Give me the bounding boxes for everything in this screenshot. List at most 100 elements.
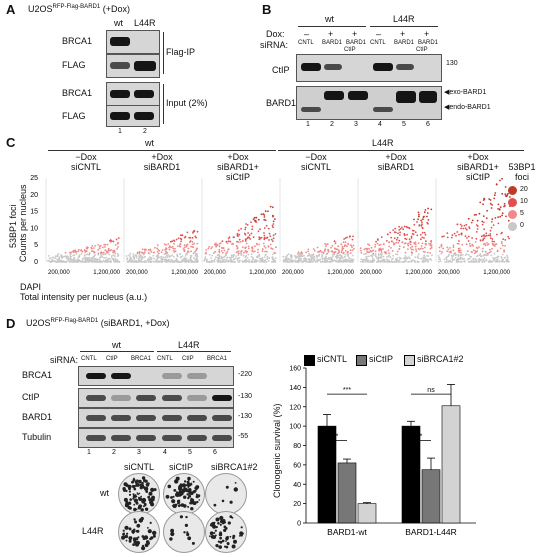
colony [240, 534, 243, 537]
band [396, 91, 416, 103]
scatter-point [388, 261, 391, 263]
scatter-point [399, 257, 402, 260]
scatter-point [245, 223, 247, 225]
colony [184, 523, 188, 527]
scatter-point [349, 249, 352, 252]
dish-row-label: wt [100, 488, 109, 498]
scatter-point [236, 232, 239, 235]
scatter-point [396, 253, 399, 256]
scatter-point [236, 251, 239, 253]
scatter-point [267, 260, 270, 262]
ytick-label: 20 [30, 192, 38, 199]
scatter-point [251, 260, 254, 263]
scatter-point [376, 238, 379, 240]
scatter-point [191, 236, 194, 239]
colony [219, 540, 223, 544]
colony [209, 535, 211, 537]
scatter-point [392, 254, 394, 257]
scatter-point [135, 261, 138, 263]
dox-value: + [328, 29, 334, 39]
scatter-point [165, 261, 167, 263]
legend-dot [508, 186, 517, 195]
scatter-point [500, 240, 503, 243]
scatter-point [287, 253, 290, 255]
y-tick-label: 80 [293, 443, 301, 450]
scatter-point [190, 250, 193, 253]
scatter-point [150, 261, 153, 263]
scatter-point [420, 245, 423, 247]
scatter-point [207, 247, 210, 250]
scatter-point [169, 255, 172, 258]
colony [175, 491, 178, 494]
colony-dish [205, 473, 247, 515]
colony [195, 485, 200, 489]
scatter-point [462, 258, 464, 261]
scatter-point [342, 260, 345, 262]
scatter-point [382, 258, 384, 261]
scatter-point [65, 255, 68, 258]
scatter-point [448, 253, 450, 256]
colony [188, 494, 192, 498]
colony [192, 480, 195, 483]
colony [122, 487, 126, 491]
colony [133, 518, 136, 521]
scatter-point [416, 256, 419, 259]
colony [150, 502, 155, 507]
scatter-point [235, 255, 238, 257]
scatter-point [224, 254, 227, 256]
scatter-point [295, 255, 297, 258]
scatter-point [130, 260, 133, 263]
scatter-point [195, 258, 198, 260]
underline-wt [298, 26, 366, 27]
scatter-point [479, 253, 482, 256]
scatter-point [484, 235, 486, 238]
scatter-point [489, 229, 492, 232]
scatter-point [402, 228, 405, 231]
colony [152, 530, 157, 536]
cell-line-suffix: (+Dox) [100, 4, 130, 14]
scatter-point [76, 258, 79, 261]
scatter-point [457, 250, 460, 252]
scatter-point [160, 251, 163, 254]
scatter-point [467, 261, 470, 263]
scatter-point [333, 253, 336, 256]
colony [135, 484, 138, 487]
significance-label: *** [343, 387, 351, 394]
scatter-point [394, 253, 397, 255]
scatter-point [89, 260, 92, 263]
scatter-point [211, 246, 214, 248]
scatter-point [86, 260, 89, 262]
scatter-point [297, 251, 300, 254]
scatter-point [501, 214, 503, 217]
scatter-point [101, 252, 104, 255]
scatter-point [325, 260, 327, 262]
scatter-point [385, 260, 388, 263]
band [419, 91, 437, 103]
condition-line: siCtIP [465, 172, 490, 182]
mw-marker: -220 [238, 371, 253, 378]
scatter-point [372, 260, 375, 263]
band [212, 395, 232, 401]
ytick-label: 15 [30, 209, 38, 216]
scatter-point [482, 215, 485, 217]
colony [233, 487, 238, 492]
scatter-point [111, 257, 114, 260]
scatter-point [172, 261, 175, 263]
scatter-point [172, 249, 175, 252]
scatter-point [56, 255, 59, 257]
colony [214, 529, 217, 532]
scatter-point [93, 254, 96, 257]
y-tick-label: 160 [289, 366, 301, 373]
scatter-point [182, 260, 184, 263]
sirna-value: BARD1 [346, 40, 367, 46]
scatter-point [266, 237, 269, 239]
scatter-point [298, 257, 300, 260]
scatter-point [213, 243, 216, 246]
scatter-point [191, 243, 194, 246]
scatter-point [206, 258, 208, 261]
condition-label: −Dox siCNTL [48, 152, 124, 172]
scatter-point [116, 261, 118, 263]
scatter-point [204, 258, 207, 261]
scatter-point [163, 258, 165, 261]
scatter-point [214, 256, 217, 258]
